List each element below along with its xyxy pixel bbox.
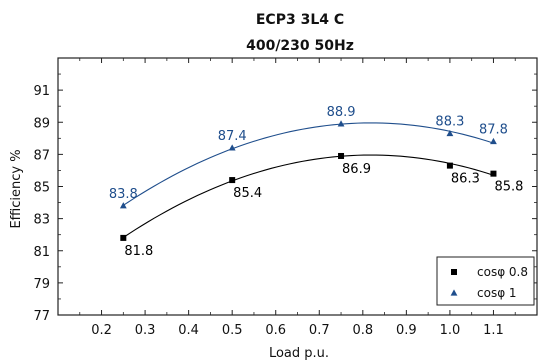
data-label: 81.8 [124,244,153,259]
y-tick-label: 81 [33,245,50,260]
data-label: 87.8 [479,123,508,138]
x-tick-label: 0.5 [222,323,243,338]
data-label: 87.4 [218,129,247,144]
legend-marker-triangle [450,289,458,296]
x-tick-label: 0.6 [265,323,286,338]
legend-label: cosφ 1 [477,286,517,300]
data-point-triangle [446,129,454,137]
data-point-square [490,170,497,177]
y-tick-label: 87 [33,148,50,163]
data-point-triangle [337,120,345,127]
legend-marker-square [451,269,457,275]
data-point-square [446,162,453,169]
data-point-triangle [119,202,127,209]
x-tick-label: 0.2 [91,323,112,338]
data-point-square [338,152,345,159]
y-tick-label: 83 [33,213,50,228]
legend: cosφ 0.8 cosφ 1 [436,256,535,306]
data-label: 85.8 [494,180,523,195]
x-axis-label: Load p.u. [269,346,329,361]
data-label: 88.9 [327,105,356,120]
data-label: 85.4 [233,186,262,201]
data-point-square [120,234,127,241]
y-tick-label: 77 [33,309,50,324]
x-tick-label: 0.3 [135,323,156,338]
chart-title: ECP3 3L4 C [256,12,344,28]
data-label: 83.8 [109,187,138,202]
x-tick-label: 1.1 [483,323,504,338]
x-tick-label: 0.9 [396,323,417,338]
chart-subtitle: 400/230 50Hz [246,38,354,54]
data-point-square [229,177,236,184]
legend-box [436,256,535,306]
data-point-triangle [228,144,236,151]
data-label: 86.9 [342,162,371,177]
y-axis-label: Efficiency % [9,149,24,228]
plot-area: 0.2 0.3 0.4 0.5 0.6 0.7 0.8 0.9 1.0 1.1 77 79 81 83 85… [33,57,538,338]
data-label: 88.3 [435,114,464,129]
y-tick-label: 85 [33,181,50,196]
series-line-1 [123,154,494,238]
x-tick-label: 0.4 [178,323,199,338]
y-tick-label: 91 [33,84,50,99]
data-point-triangle [490,137,497,145]
x-tick-label: 0.8 [352,323,373,338]
x-tick-label: 1.0 [440,323,461,338]
y-tick-label: 89 [33,116,50,131]
legend-label: cosφ 0.8 [477,265,528,279]
y-tick-label: 79 [33,277,50,292]
data-label: 86.3 [451,172,480,187]
x-tick-label: 0.7 [309,323,330,338]
series-line-2 [123,122,494,206]
